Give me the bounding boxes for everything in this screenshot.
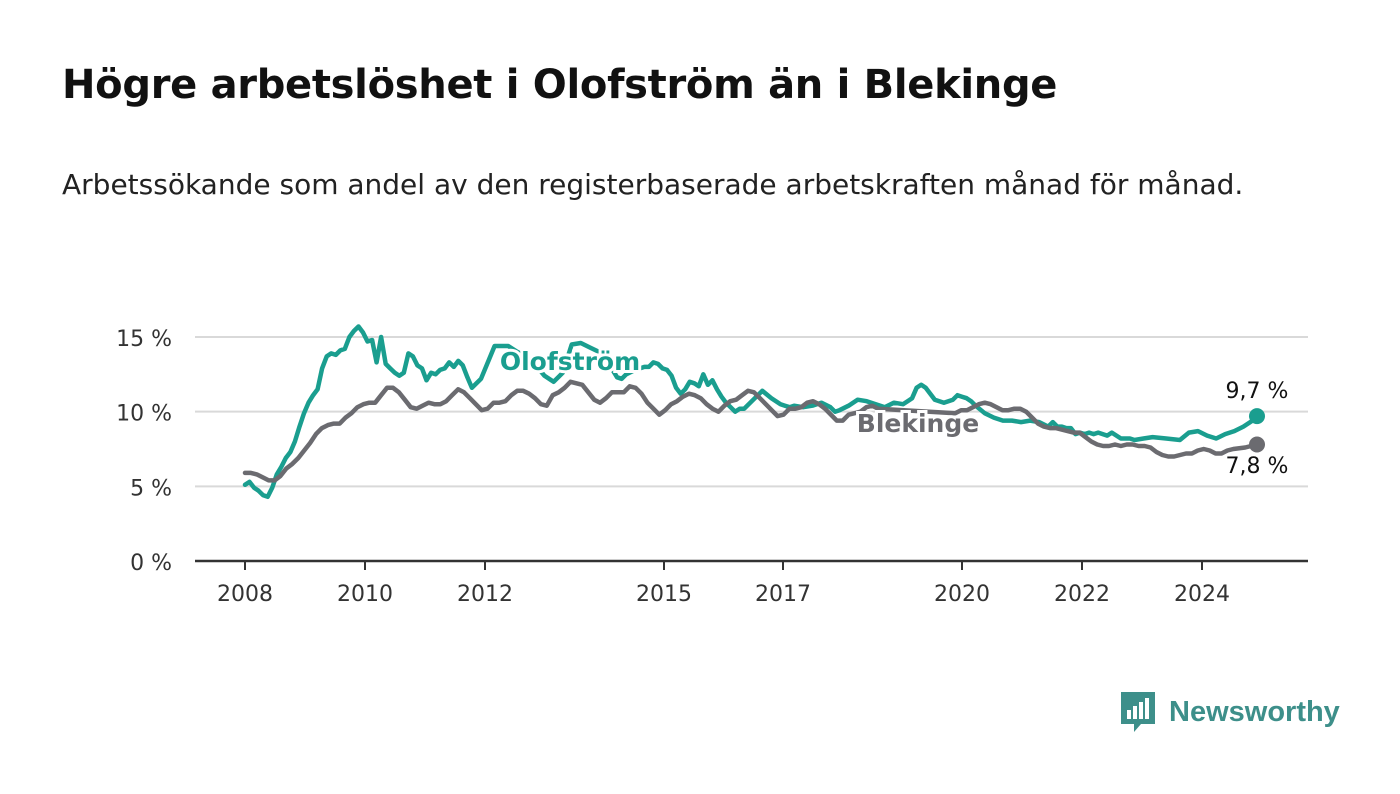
x-tick-label: 2010 — [337, 582, 393, 607]
brand-logo: Newsworthy — [1119, 690, 1340, 734]
x-tick-label: 2008 — [217, 582, 273, 607]
x-tick-label: 2024 — [1174, 582, 1230, 607]
series-name-label: Olofström — [500, 347, 640, 376]
series-end-label: 7,8 % — [1226, 454, 1289, 479]
x-tick-label: 2020 — [934, 582, 990, 607]
series-end-point — [1249, 436, 1265, 453]
brand-name: Newsworthy — [1169, 695, 1340, 728]
newsworthy-logo-icon — [1121, 692, 1155, 732]
chart-title: Högre arbetslöshet i Olofström än i Blek… — [62, 62, 1058, 108]
x-tick-label: 2017 — [755, 582, 811, 607]
series-line-0 — [242, 324, 1260, 500]
y-tick-label: 10 % — [116, 402, 172, 427]
x-tick-label: 2022 — [1054, 582, 1110, 607]
y-tick-label: 0 % — [130, 551, 172, 576]
y-tick-label: 15 % — [116, 327, 172, 352]
x-tick-label: 2012 — [457, 582, 513, 607]
series-name-label: Blekinge — [857, 409, 979, 438]
x-tick-label: 2015 — [636, 582, 692, 607]
series-end-label: 9,7 % — [1226, 379, 1289, 404]
y-tick-label: 5 % — [130, 476, 172, 501]
chart-subtitle: Arbetssökande som andel av den registerb… — [62, 168, 1244, 201]
series-line-1 — [242, 379, 1260, 483]
series-end-point — [1249, 408, 1265, 425]
